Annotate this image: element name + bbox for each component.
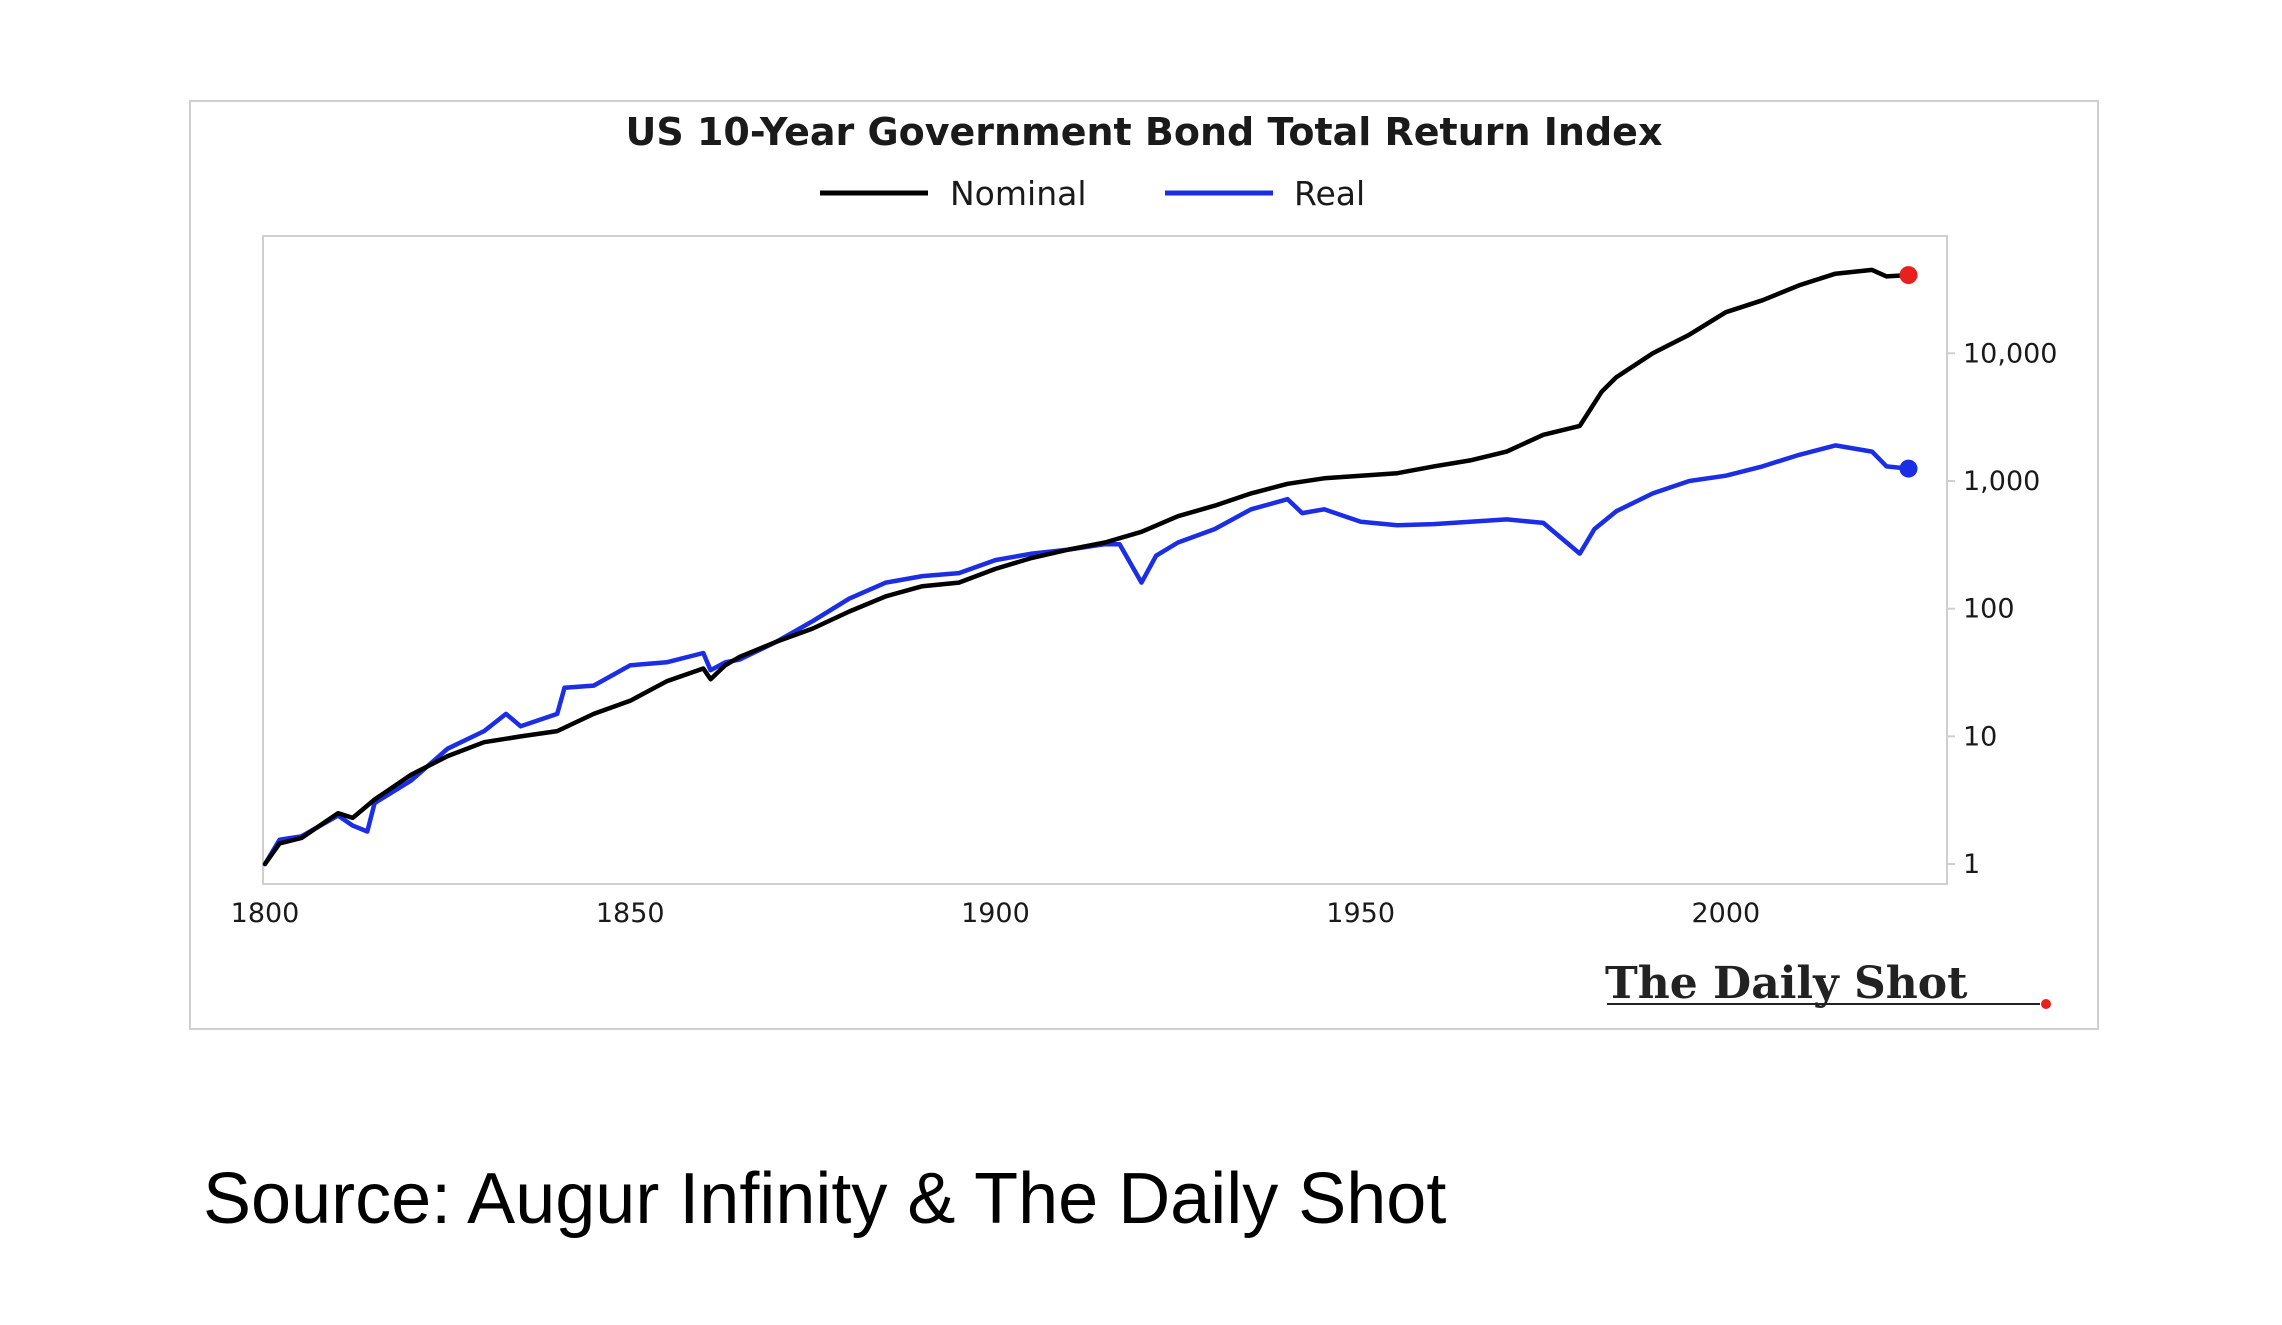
- y-tick-label: 10: [1963, 721, 1997, 752]
- x-axis: 1800 1850 1900 1950 2000: [231, 898, 1761, 929]
- logo-text: The Daily Shot: [1605, 958, 1968, 1009]
- legend-label-real: Real: [1294, 174, 1365, 213]
- end-marker-nominal: [1899, 266, 1918, 285]
- x-tick-label: 1800: [231, 898, 300, 929]
- source-caption: Source: Augur Infinity & The Daily Shot: [203, 1159, 1447, 1239]
- x-tick-label: 1850: [596, 898, 665, 929]
- daily-shot-logo: The Daily Shot: [1605, 958, 2051, 1009]
- y-axis: 1 10 100 1,000 10,000: [1947, 338, 2057, 880]
- x-tick-label: 2000: [1692, 898, 1761, 929]
- y-tick-label: 1,000: [1963, 466, 2040, 497]
- legend-label-nominal: Nominal: [950, 174, 1087, 213]
- y-tick-label: 100: [1963, 594, 2015, 625]
- x-tick-label: 1950: [1326, 898, 1395, 929]
- logo-red-dot-icon: [2041, 999, 2051, 1009]
- chart-title: US 10-Year Government Bond Total Return …: [626, 110, 1663, 154]
- end-markers: [1899, 266, 1918, 478]
- legend: Nominal Real: [820, 174, 1365, 213]
- series-lines: [262, 267, 1911, 867]
- y-tick-label: 1: [1963, 849, 1980, 880]
- series-line-nominal: [262, 267, 1911, 867]
- y-tick-label: 10,000: [1963, 338, 2057, 369]
- end-marker-real: [1899, 459, 1918, 478]
- x-tick-label: 1900: [961, 898, 1030, 929]
